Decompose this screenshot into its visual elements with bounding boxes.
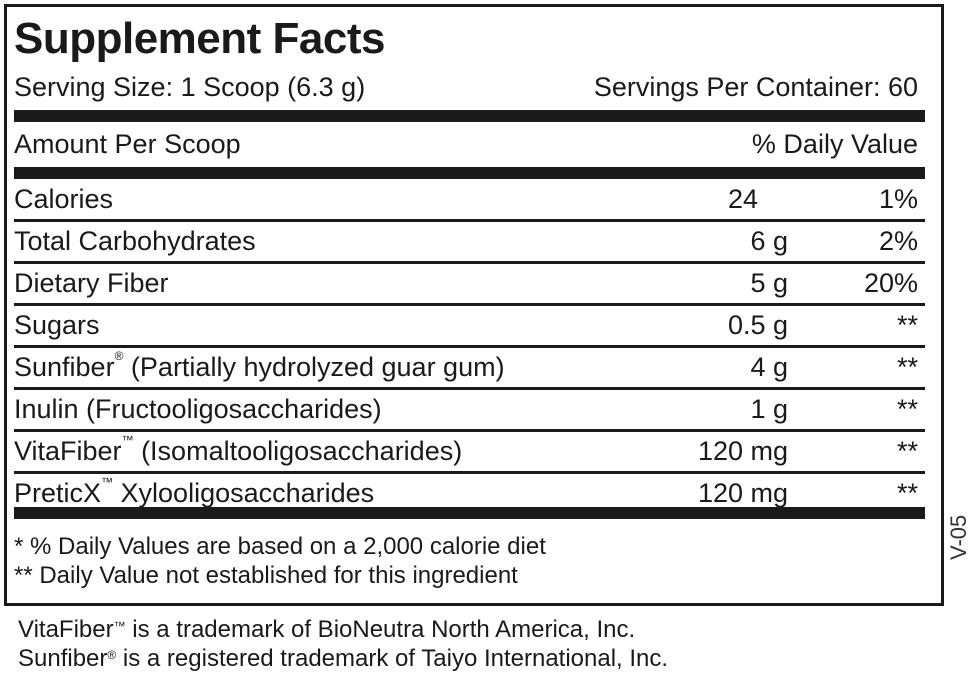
nutrient-name: Sugars [14, 304, 100, 346]
version-code: V-05 [946, 514, 971, 560]
divider-thin [14, 303, 925, 306]
nutrient-detail: (Partially hydrolyzed guar gum) [123, 352, 505, 382]
nutrient-row: Calories 24 1% [14, 178, 918, 220]
nutrient-label: Dietary Fiber [14, 268, 169, 298]
supplement-facts-panel [4, 4, 944, 606]
nutrient-amount: 5 g [750, 268, 788, 298]
divider-thin [14, 261, 925, 264]
divider-thin [14, 219, 925, 222]
nutrient-label: Sugars [14, 310, 100, 340]
nutrient-daily-value: 1% [878, 184, 918, 214]
nutrient-name: PreticX™ Xylooligosaccharides [14, 472, 374, 514]
nutrient-name: Sunfiber® (Partially hydrolyzed guar gum… [14, 346, 505, 388]
nutrient-row: Dietary Fiber 5 g 20% [14, 262, 918, 304]
nutrient-daily-value: ** [896, 436, 918, 466]
nutrient-name: Calories [14, 178, 113, 220]
nutrient-amount: 24 [727, 184, 758, 214]
trademark-symbol: ™ [113, 619, 126, 633]
trademark-symbol: ™ [101, 475, 114, 489]
trademark-symbol: ® [114, 349, 124, 363]
divider-thin [14, 345, 925, 348]
divider-thick [14, 507, 925, 519]
nutrient-label: Inulin (Fructooligosaccharides) [14, 394, 382, 424]
footnote: * % Daily Values are based on a 2,000 ca… [14, 533, 546, 560]
nutrient-label: PreticX [14, 478, 102, 508]
header-row: Amount Per Scoop % Daily Value [14, 123, 918, 165]
nutrient-label: Sunfiber [14, 352, 115, 382]
serving-size: Serving Size: 1 Scoop (6.3 g) [14, 72, 366, 102]
nutrient-amount: 6 g [750, 226, 788, 256]
nutrient-label: VitaFiber [14, 436, 122, 466]
divider-thin [14, 429, 925, 432]
footnote: ** Daily Value not established for this … [14, 562, 518, 589]
trademark-note: Sunfiber® is a registered trademark of T… [18, 645, 668, 673]
nutrient-row: Sunfiber® (Partially hydrolyzed guar gum… [14, 346, 918, 388]
nutrient-row: Total Carbohydrates 6 g 2% [14, 220, 918, 262]
nutrient-amount: 4 g [750, 352, 788, 382]
divider-thin [14, 387, 925, 390]
trademark-name: Sunfiber [18, 645, 108, 672]
nutrient-detail: (Isomaltooligosaccharides) [133, 436, 463, 466]
nutrient-row: Sugars 0.5 g ** [14, 304, 918, 346]
nutrient-row: Inulin (Fructooligosaccharides) 1 g ** [14, 388, 918, 430]
nutrient-daily-value: 20% [863, 268, 918, 298]
nutrient-daily-value: 2% [878, 226, 918, 256]
nutrient-daily-value: ** [896, 310, 918, 340]
nutrient-daily-value: ** [896, 352, 918, 382]
trademark-note: VitaFiber™ is a trademark of BioNeutra N… [18, 616, 635, 644]
nutrient-name: VitaFiber™ (Isomaltooligosaccharides) [14, 430, 462, 472]
nutrient-label: Calories [14, 184, 114, 214]
daily-value-header: % Daily Value [751, 129, 918, 159]
nutrient-amount: 0.5 g [727, 310, 788, 340]
nutrient-daily-value: ** [896, 478, 918, 508]
nutrient-row: PreticX™ Xylooligosaccharides 120 mg ** [14, 472, 918, 514]
nutrient-row: VitaFiber™ (Isomaltooligosaccharides) 12… [14, 430, 918, 472]
nutrient-amount: 120 mg [697, 436, 788, 466]
amount-per-label: Amount Per Scoop [14, 129, 241, 159]
nutrient-amount: 120 mg [697, 478, 788, 508]
nutrient-amount: 1 g [750, 394, 788, 424]
trademark-text: is a registered trademark of Taiyo Inter… [116, 645, 669, 672]
nutrient-label: Total Carbohydrates [14, 226, 256, 256]
divider-thick [14, 110, 925, 122]
servings-per-container: Servings Per Container: 60 [593, 72, 918, 102]
nutrient-detail: Xylooligosaccharides [113, 478, 375, 508]
trademark-name: VitaFiber [18, 616, 114, 643]
nutrient-name: Inulin (Fructooligosaccharides) [14, 388, 382, 430]
serving-info: Serving Size: 1 Scoop (6.3 g) Servings P… [14, 66, 918, 108]
nutrient-name: Dietary Fiber [14, 262, 169, 304]
divider-thin [14, 471, 925, 474]
divider-thick [14, 167, 925, 179]
panel-title: Supplement Facts [14, 14, 385, 63]
trademark-symbol: ™ [121, 433, 134, 447]
trademark-text: is a trademark of BioNeutra North Americ… [125, 616, 636, 643]
nutrient-name: Total Carbohydrates [14, 220, 256, 262]
nutrient-daily-value: ** [896, 394, 918, 424]
trademark-symbol: ® [107, 648, 117, 662]
